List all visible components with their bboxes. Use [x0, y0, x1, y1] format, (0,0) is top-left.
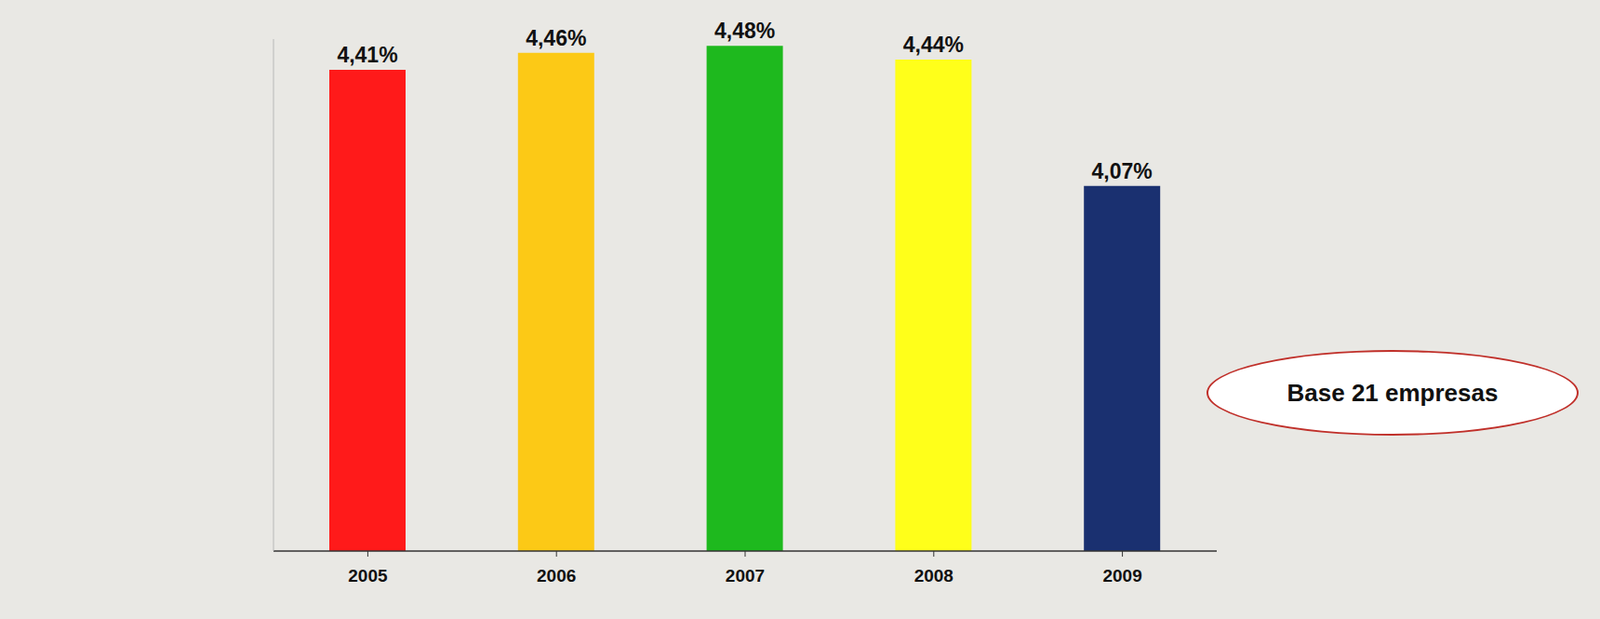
svg-text:2007: 2007 [725, 565, 765, 586]
svg-text:2009: 2009 [1102, 565, 1142, 586]
svg-text:4,48%: 4,48% [714, 18, 775, 43]
svg-text:2006: 2006 [536, 565, 576, 586]
html-text:Base 21 empresas: Base 21 empresas [1286, 378, 1499, 407]
svg-text:4,44%: 4,44% [903, 32, 964, 57]
svg-text:2008: 2008 [914, 565, 954, 586]
svg-text:4,07%: 4,07% [1092, 159, 1153, 184]
svg-text:2005: 2005 [347, 565, 388, 586]
svg-text:4,41%: 4,41% [336, 42, 398, 67]
svg-text:4,46%: 4,46% [525, 26, 587, 51]
